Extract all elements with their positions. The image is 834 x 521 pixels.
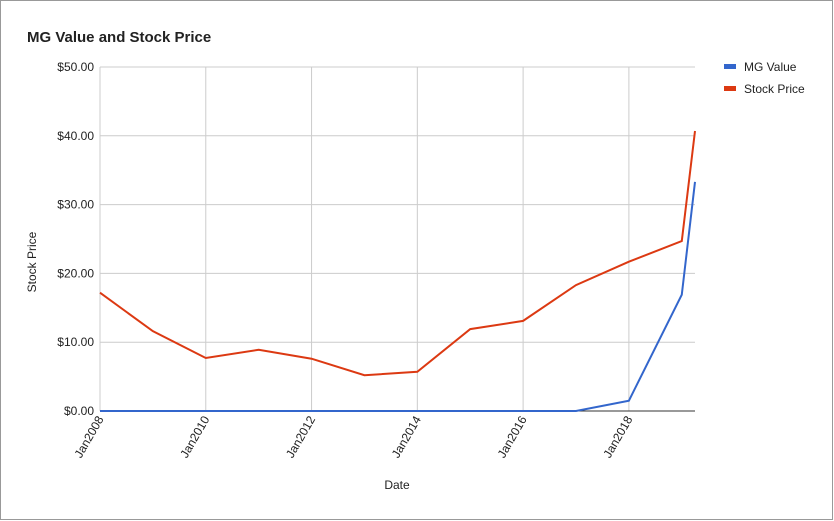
chart-title: MG Value and Stock Price [27, 29, 211, 46]
y-tick-label: $50.00 [57, 60, 94, 74]
legend-label: Stock Price [744, 82, 805, 96]
y-tick-label: $20.00 [57, 266, 94, 280]
x-axis-label: Date [384, 478, 410, 492]
y-tick-label: $40.00 [57, 129, 94, 143]
y-tick-label: $30.00 [57, 198, 94, 212]
legend-label: MG Value [744, 60, 797, 74]
y-tick-label: $0.00 [64, 404, 94, 418]
series-line [99, 130, 696, 377]
legend-swatch [724, 64, 736, 69]
series-line [100, 181, 696, 412]
y-axis-label: Stock Price [25, 231, 39, 292]
legend-swatch [724, 86, 736, 91]
y-tick-label: $10.00 [57, 335, 94, 349]
